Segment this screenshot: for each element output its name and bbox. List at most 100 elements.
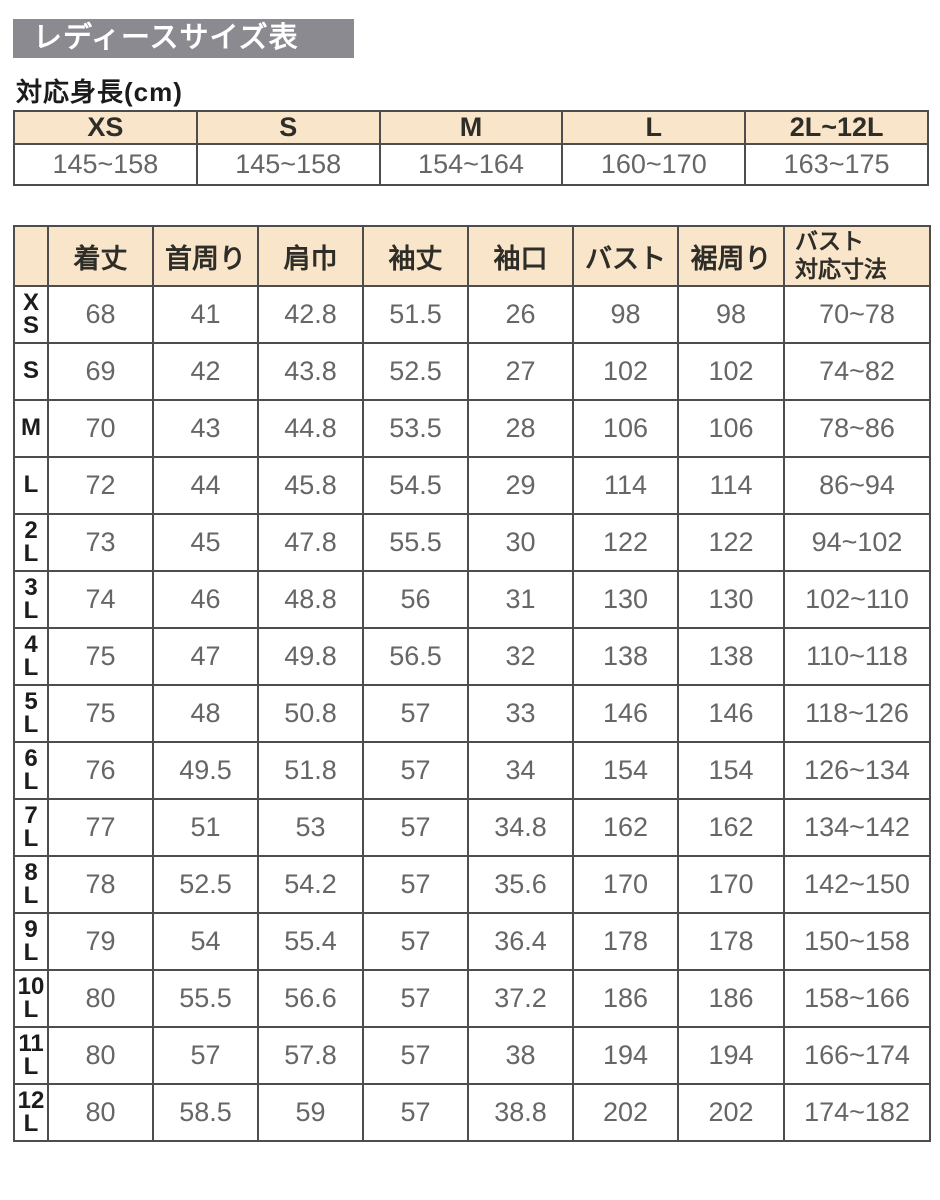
size-row-label: 5 L [13,684,49,743]
size-cell: 58.5 [152,1083,259,1142]
size-cell: 55.5 [362,513,469,572]
size-cell: 35.6 [467,855,574,914]
size-cell: 194 [572,1026,679,1085]
height-table: XS S M L 2L~12L 145~158 145~158 154~164 160~170… [13,110,929,186]
size-cell: 146 [572,684,679,743]
size-row-label: S [13,342,49,401]
size-cell: 52.5 [362,342,469,401]
size-cell: 57 [362,798,469,857]
size-cell: 202 [677,1083,785,1142]
height-value: 160~170 [561,143,747,186]
size-cell: 102 [572,342,679,401]
size-cell: 45 [152,513,259,572]
table-row: 9 L 79 54 55.4 57 36.4 178 178 150~158 [13,912,931,971]
size-row-label: 12 L [13,1083,49,1142]
size-cell: 202 [572,1083,679,1142]
size-cell: 80 [47,1026,154,1085]
size-cell: 158~166 [783,969,931,1028]
size-cell: 142~150 [783,855,931,914]
size-cell: 47 [152,627,259,686]
size-row-label: 11 L [13,1026,49,1085]
size-cell: 31 [467,570,574,629]
size-cell: 57 [362,741,469,800]
size-cell: 51.8 [257,741,364,800]
size-col-header: バスト 対応寸法 [783,225,931,287]
table-row: X S 68 41 42.8 51.5 26 98 98 70~78 [13,285,931,344]
size-cell: 75 [47,627,154,686]
size-cell: 76 [47,741,154,800]
size-cell: 26 [467,285,574,344]
table-row: M 70 43 44.8 53.5 28 106 106 78~86 [13,399,931,458]
size-cell: 57 [362,684,469,743]
size-cell: 86~94 [783,456,931,515]
size-cell: 166~174 [783,1026,931,1085]
size-cell: 56.5 [362,627,469,686]
size-row-label: 3 L [13,570,49,629]
size-cell: 55.5 [152,969,259,1028]
table-row: 5 L 75 48 50.8 57 33 146 146 118~126 [13,684,931,743]
size-cell: 174~182 [783,1083,931,1142]
size-cell: 78 [47,855,154,914]
size-cell: 150~158 [783,912,931,971]
size-cell: 57 [362,969,469,1028]
size-cell: 42 [152,342,259,401]
size-cell: 146 [677,684,785,743]
size-cell: 102~110 [783,570,931,629]
size-cell: 106 [677,399,785,458]
size-cell: 110~118 [783,627,931,686]
size-row-label: X S [13,285,49,344]
size-cell: 28 [467,399,574,458]
size-cell: 30 [467,513,574,572]
size-cell: 162 [572,798,679,857]
size-cell: 45.8 [257,456,364,515]
size-cell: 154 [677,741,785,800]
table-row: 2 L 73 45 47.8 55.5 30 122 122 94~102 [13,513,931,572]
height-value: 145~158 [195,143,381,186]
size-row-label: 8 L [13,855,49,914]
size-cell: 69 [47,342,154,401]
size-cell: 48 [152,684,259,743]
size-table-header-row: 着丈 首周り 肩巾 袖丈 袖口 バスト 裾周り バスト 対応寸法 [13,225,931,287]
size-cell: 186 [677,969,785,1028]
size-row-label: 4 L [13,627,49,686]
size-cell: 178 [572,912,679,971]
height-value: 163~175 [744,143,929,186]
size-cell: 74~82 [783,342,931,401]
size-cell: 59 [257,1083,364,1142]
size-cell: 79 [47,912,154,971]
size-cell: 34 [467,741,574,800]
size-cell: 38 [467,1026,574,1085]
table-row: S 69 42 43.8 52.5 27 102 102 74~82 [13,342,931,401]
size-cell: 77 [47,798,154,857]
height-col-header: 2L~12L [744,110,929,145]
size-cell: 80 [47,969,154,1028]
size-cell: 138 [677,627,785,686]
size-cell: 170 [572,855,679,914]
size-cell: 52.5 [152,855,259,914]
table-row: 7 L 77 51 53 57 34.8 162 162 134~142 [13,798,931,857]
size-cell: 68 [47,285,154,344]
size-cell: 34.8 [467,798,574,857]
size-row-label: M [13,399,49,458]
size-cell: 70 [47,399,154,458]
size-cell: 186 [572,969,679,1028]
size-cell: 72 [47,456,154,515]
size-cell: 49.8 [257,627,364,686]
size-cell: 41 [152,285,259,344]
size-cell: 154 [572,741,679,800]
size-cell: 57 [152,1026,259,1085]
size-cell: 33 [467,684,574,743]
height-col-header: L [561,110,747,145]
page-subtitle: 対応身長(cm) [16,77,183,107]
size-cell: 78~86 [783,399,931,458]
size-cell: 98 [677,285,785,344]
size-cell: 134~142 [783,798,931,857]
size-table-corner [13,225,49,287]
height-col-header: XS [13,110,198,145]
size-cell: 44 [152,456,259,515]
size-cell: 32 [467,627,574,686]
size-row-label: 2 L [13,513,49,572]
size-cell: 126~134 [783,741,931,800]
height-col-header: S [195,110,381,145]
size-cell: 43 [152,399,259,458]
